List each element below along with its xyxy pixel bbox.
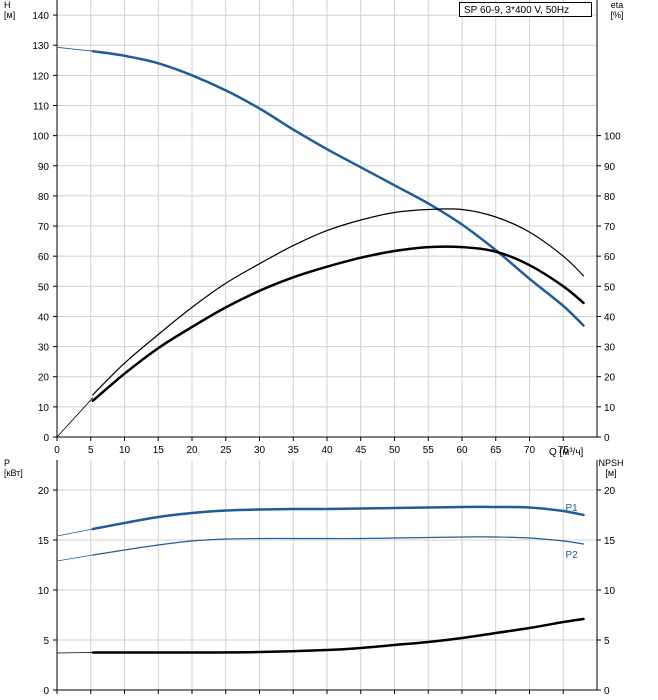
y2-tick-label: 15 [604,536,616,547]
y2-tick-label: 20 [604,373,616,384]
head-efficiency-plot: 0102030405060708090100110120130140010203… [4,0,624,458]
y-tick-label: 80 [38,192,50,203]
y-tick-label: 20 [38,373,50,384]
x-tick-label: 45 [355,445,367,456]
y-tick-label: 130 [32,41,49,52]
y2-tick-label: 10 [604,403,616,414]
y-tick-label: 20 [38,486,50,497]
y-tick-label: 10 [38,586,50,597]
x-tick-label: 40 [321,445,333,456]
y-tick-label: 0 [43,433,49,444]
y2-tick-label: 0 [604,686,610,697]
y2-tick-label: 10 [604,586,616,597]
y-tick-label: 50 [38,282,50,293]
y2-tick-label: 50 [604,282,616,293]
series-label-P1: P1 [566,503,579,514]
y2-tick-label: 80 [604,192,616,203]
x-tick-label: 30 [254,445,266,456]
curve-eta-pump [92,208,585,396]
y-tick-label: 15 [38,536,50,547]
x-tick-label: 50 [389,445,401,456]
y2-tick-label: 100 [604,132,621,143]
y2-tick-label: 30 [604,343,616,354]
curve-P2 [92,536,585,556]
y2-tick-label: 5 [604,636,610,647]
model-label: SP 60-9, 3*400 V, 50Hz [459,2,592,17]
x-tick-label: 65 [490,445,502,456]
y2-axis-title-line: NPSH [598,458,623,468]
series-label-P2: P2 [566,550,579,561]
x-tick-label: 60 [456,445,468,456]
x-tick-label: 10 [119,445,131,456]
x-tick-label: 35 [288,445,300,456]
x-tick-label: 70 [524,445,536,456]
y-tick-label: 120 [32,71,49,82]
curve-H-extension [56,46,94,52]
x-tick-label: 25 [220,445,232,456]
x-tick-label: 20 [186,445,198,456]
y2-tick-label: 60 [604,252,616,263]
y2-tick-label: 40 [604,312,616,323]
y-tick-label: 70 [38,222,50,233]
y-axis-title-line: [м] [4,10,15,20]
power-npsh-plot: 0 5 10 15 20 0 5 10 15 20 P [кВт] NPSH [м] P1 P2 [4,458,624,697]
curve-P1-extension [56,528,94,537]
y-tick-label: 10 [38,403,50,414]
y-tick-label: 40 [38,312,50,323]
curve-eta-extension [56,397,94,438]
y-axis-title: H [м] [4,0,15,20]
y2-axis-title: eta [%] [610,0,623,20]
y-axis-title-line: [кВт] [4,468,23,478]
y2-axis-title: NPSH [м] [598,458,623,478]
curve-NPSH-extension [56,652,94,654]
curve-NPSH [91,617,585,654]
y-tick-label: 140 [32,11,49,22]
y-tick-label: 90 [38,162,50,173]
y-tick-label: 0 [43,686,49,697]
y2-tick-label: 90 [604,162,616,173]
y2-axis-title-line: [%] [610,10,623,20]
x-axis-title: Q [м³/ч] [549,447,584,458]
y2-tick-label: 70 [604,222,616,233]
y-tick-label: 60 [38,252,50,263]
y-tick-label: 5 [43,636,49,647]
y2-tick-label: 20 [604,486,616,497]
y-tick-label: 110 [33,101,49,112]
x-tick-label: 0 [54,445,60,456]
y-tick-label: 100 [32,132,49,143]
y-axis-title: P [кВт] [4,458,23,478]
y2-axis-title-line: [м] [605,468,616,478]
y-axis-title-line: P [4,458,10,468]
y2-tick-label: 0 [604,433,610,444]
curve-P2-extension [56,554,94,562]
y-axis-title-line: H [4,0,11,10]
x-tick-label: 15 [153,445,165,456]
curve-eta-total [91,245,585,403]
y2-axis-title-line: eta [611,0,624,10]
curve-H [91,49,585,327]
y-tick-label: 30 [38,343,50,354]
x-tick-label: 75 [558,445,570,456]
curve-P1 [91,505,585,531]
x-tick-label: 5 [88,445,94,456]
x-tick-label: 55 [423,445,435,456]
